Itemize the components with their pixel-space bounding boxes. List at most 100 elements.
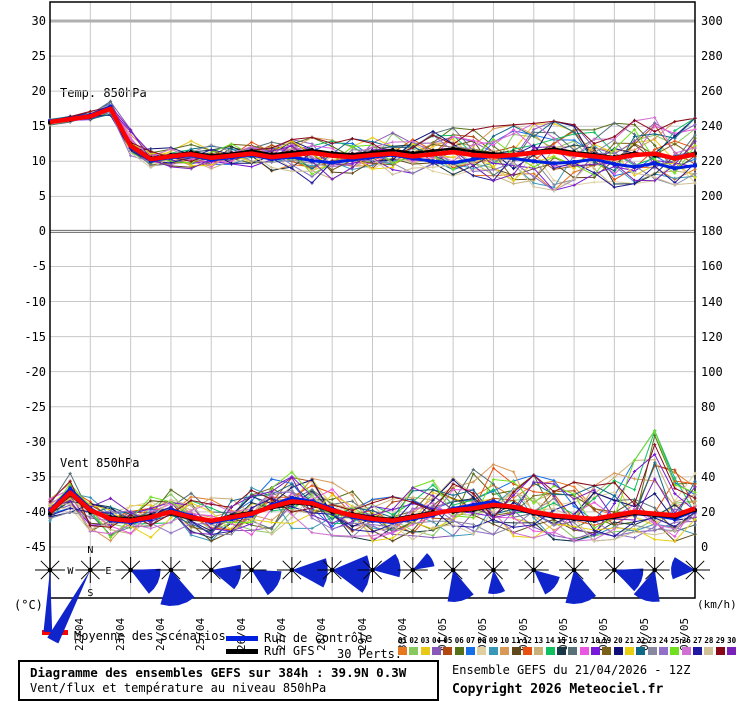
wind-rose [236, 557, 282, 596]
member-line-30 [48, 104, 697, 183]
rose-spoke [161, 560, 181, 580]
member-line-17 [48, 487, 697, 541]
wind-panel-label: Vent 850hPa [60, 456, 140, 470]
y-axis-label-right: 40 [701, 469, 716, 484]
rose-spoke [322, 560, 342, 580]
rose-center-dot [329, 567, 335, 573]
wind-direction-wedge [565, 570, 597, 604]
member-line-01 [48, 108, 697, 193]
member-line-14 [48, 429, 697, 538]
pert-number: 25 [670, 636, 680, 645]
rose-spoke [121, 560, 141, 580]
run-info: Ensemble GEFS du 21/04/2026 - 12Z [452, 663, 691, 677]
wind-rose [35, 557, 65, 632]
y-axis-label-left: 15 [31, 119, 46, 134]
x-axis-date-label: 23/04 [113, 617, 127, 651]
member-line-24 [48, 111, 697, 193]
pert-color-swatch [704, 647, 714, 655]
y-axis-label-right: 80 [701, 399, 716, 414]
pert-number: 24 [659, 636, 669, 645]
member-line-16 [48, 99, 697, 178]
member-line-15 [48, 108, 697, 186]
gfs-run-line [48, 492, 697, 523]
member-line-08 [48, 107, 697, 187]
pert-number: 30 [727, 636, 737, 645]
wind-direction-wedge [412, 553, 435, 570]
y-axis-label-right: 260 [701, 84, 723, 99]
member-line-12 [48, 466, 697, 536]
member-line-10 [48, 104, 697, 168]
y-axis-label-left: -20 [24, 364, 46, 379]
member-line-08 [48, 471, 697, 535]
rose-spoke [604, 560, 624, 580]
pert-color-swatch [590, 647, 600, 655]
y-axis-label-right: 220 [701, 154, 723, 169]
pert-color-swatch [568, 647, 578, 655]
member-line-04 [48, 99, 697, 169]
member-line-16 [48, 467, 697, 537]
rose-center-dot [531, 567, 537, 573]
pert-color-swatch [556, 647, 566, 655]
member-line-29 [48, 105, 697, 163]
pert-number: 01 [397, 636, 408, 645]
control-legend-label: Run de contrôle [264, 631, 373, 645]
member-line-02 [48, 491, 697, 540]
member-line-13 [48, 458, 697, 536]
member-line-27 [48, 108, 697, 189]
y-axis-label-right: 60 [701, 434, 716, 449]
wind-direction-wedge [633, 570, 660, 602]
pert-color-swatch [545, 647, 555, 655]
member-line-05 [48, 106, 697, 172]
member-line-02 [48, 106, 697, 175]
member-line-20 [48, 478, 697, 533]
member-line-06 [48, 110, 697, 172]
pert-number: 02 [409, 636, 419, 645]
pert-number: 29 [715, 636, 725, 645]
member-line-07 [48, 102, 697, 178]
y-axis-label-left: 5 [38, 189, 46, 204]
pert-color-swatch [613, 647, 623, 655]
wind-direction-wedge [332, 555, 370, 593]
wind-rose [276, 557, 328, 588]
wind-direction-wedge [447, 570, 474, 602]
member-line-25 [48, 105, 697, 177]
y-axis-label-right: 160 [701, 259, 723, 274]
rose-spoke [201, 560, 221, 580]
ensemble-mean-line [48, 490, 696, 523]
control-run-line [48, 104, 697, 171]
y-axis-label-right: 20 [701, 504, 716, 519]
rose-center-dot [450, 567, 456, 573]
rose-center-dot [370, 567, 375, 573]
wind-rose [196, 557, 242, 590]
y-axis-label-right: 140 [701, 294, 723, 309]
pert-number: 04 [432, 636, 442, 645]
rose-center-dot [47, 567, 53, 573]
pert-color-swatch [534, 647, 544, 655]
rose-center-dot [128, 567, 133, 573]
rose-spoke [40, 560, 60, 580]
wind-rose [115, 557, 161, 594]
y-axis-label-left: -10 [24, 294, 46, 309]
pert-color-swatch [670, 647, 680, 655]
member-line-10 [48, 462, 697, 543]
pert-color-swatch [500, 647, 510, 655]
x-axis-date-label: 22/04 [73, 617, 87, 651]
member-line-27 [48, 496, 697, 538]
rose-spoke [403, 560, 423, 580]
y-axis-label-left: -45 [24, 540, 46, 554]
member-line-24 [48, 490, 697, 540]
gfs-run-line [48, 107, 697, 160]
rose-spoke [604, 560, 624, 580]
chart-title-box: Diagramme des ensembles GEFS sur 384h : … [18, 660, 439, 701]
pert-number: 17 [579, 636, 589, 645]
mean-legend-swatch [42, 630, 68, 635]
member-line-14 [48, 107, 697, 168]
pert-color-swatch [715, 647, 725, 655]
compass-label: W [67, 566, 74, 577]
wind-rose [559, 557, 597, 604]
gfs-legend-label: Run GFS [264, 644, 315, 658]
rose-spoke [564, 560, 584, 580]
pert-color-swatch [511, 647, 521, 655]
rose-spoke [645, 560, 665, 580]
member-line-19 [48, 104, 697, 182]
